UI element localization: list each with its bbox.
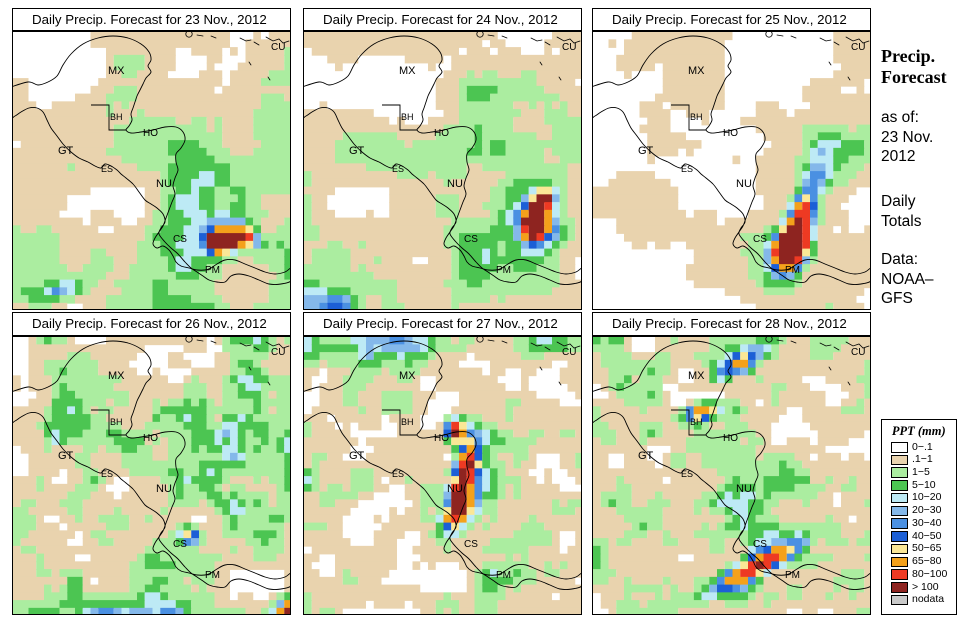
- svg-text:HO: HO: [723, 433, 738, 444]
- svg-text:PM: PM: [205, 265, 220, 276]
- svg-text:HO: HO: [434, 128, 449, 139]
- svg-text:ES: ES: [681, 164, 693, 174]
- svg-text:BH: BH: [690, 417, 703, 427]
- svg-text:GT: GT: [349, 145, 365, 157]
- svg-text:CU: CU: [271, 347, 285, 358]
- svg-text:NU: NU: [736, 483, 752, 495]
- svg-text:CS: CS: [173, 539, 187, 550]
- svg-text:BH: BH: [110, 417, 123, 427]
- svg-text:HO: HO: [723, 128, 738, 139]
- svg-text:CU: CU: [851, 42, 865, 53]
- svg-text:CS: CS: [753, 539, 767, 550]
- svg-text:ES: ES: [681, 469, 693, 479]
- svg-text:PM: PM: [496, 570, 511, 581]
- svg-text:HO: HO: [434, 433, 449, 444]
- svg-text:HO: HO: [143, 433, 158, 444]
- svg-text:ES: ES: [392, 469, 404, 479]
- svg-text:GT: GT: [58, 450, 74, 462]
- svg-text:MX: MX: [399, 370, 416, 382]
- svg-text:GT: GT: [638, 145, 654, 157]
- svg-text:CU: CU: [851, 347, 865, 358]
- svg-text:HO: HO: [143, 128, 158, 139]
- svg-text:NU: NU: [447, 178, 463, 190]
- svg-text:BH: BH: [401, 112, 414, 122]
- svg-text:CS: CS: [173, 234, 187, 245]
- svg-text:ES: ES: [101, 164, 113, 174]
- svg-text:CS: CS: [464, 234, 478, 245]
- svg-text:BH: BH: [401, 417, 414, 427]
- svg-text:MX: MX: [688, 370, 705, 382]
- svg-text:MX: MX: [108, 65, 125, 77]
- svg-text:CU: CU: [271, 42, 285, 53]
- svg-text:ES: ES: [101, 469, 113, 479]
- svg-text:CS: CS: [464, 539, 478, 550]
- svg-text:NU: NU: [736, 178, 752, 190]
- svg-text:GT: GT: [349, 450, 365, 462]
- svg-text:CS: CS: [753, 234, 767, 245]
- svg-text:BH: BH: [110, 112, 123, 122]
- svg-text:PM: PM: [785, 570, 800, 581]
- svg-text:MX: MX: [688, 65, 705, 77]
- svg-text:NU: NU: [156, 483, 172, 495]
- svg-text:GT: GT: [638, 450, 654, 462]
- svg-text:NU: NU: [447, 483, 463, 495]
- svg-text:ES: ES: [392, 164, 404, 174]
- svg-text:BH: BH: [690, 112, 703, 122]
- svg-text:MX: MX: [108, 370, 125, 382]
- svg-text:NU: NU: [156, 178, 172, 190]
- svg-text:PM: PM: [205, 570, 220, 581]
- svg-text:PM: PM: [496, 265, 511, 276]
- svg-text:MX: MX: [399, 65, 416, 77]
- svg-text:CU: CU: [562, 347, 576, 358]
- svg-text:CU: CU: [562, 42, 576, 53]
- svg-text:PM: PM: [785, 265, 800, 276]
- svg-text:GT: GT: [58, 145, 74, 157]
